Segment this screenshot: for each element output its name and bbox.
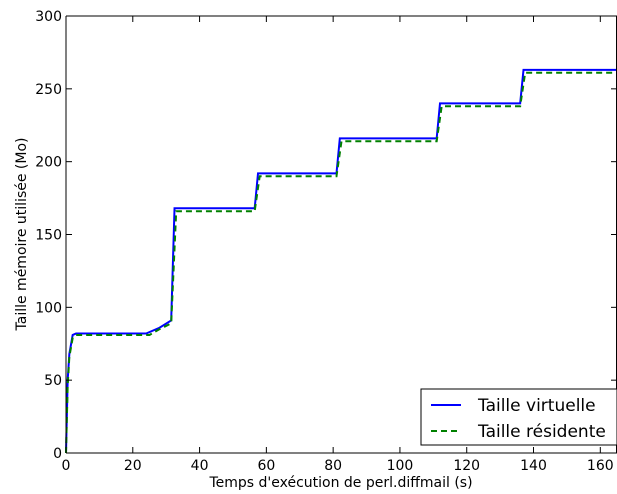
x-tick-label: 100 [387, 458, 414, 474]
y-tick-label: 200 [35, 155, 62, 171]
y-tick-label: 150 [35, 228, 62, 244]
y-tick-label: 0 [53, 446, 62, 462]
legend-label-virtuelle: Taille virtuelle [477, 396, 596, 416]
y-tick-label: 300 [35, 9, 62, 25]
series-line-1 [65, 71, 617, 454]
legend: Taille virtuelle Taille résidente [420, 388, 617, 446]
x-tick-label: 20 [124, 458, 142, 474]
legend-box [420, 388, 617, 446]
y-axis-label: Taille mémoire utilisée (Mo) [14, 138, 30, 332]
x-tick-label: 140 [520, 458, 547, 474]
x-tick-label: 40 [191, 458, 209, 474]
x-tick-label: 120 [453, 458, 480, 474]
plot-area [66, 16, 617, 453]
series-layer [65, 68, 617, 454]
ticks-layer: 0 20 40 60 80 100 120 140 160 0 50 100 150 200 250 300 [35, 9, 617, 474]
x-tick-label: 60 [257, 458, 275, 474]
y-tick-label: 100 [35, 300, 62, 316]
series-line-0 [65, 68, 617, 454]
x-tick-label: 80 [324, 458, 342, 474]
y-tick-label: 250 [35, 82, 62, 98]
legend-label-residente: Taille résidente [477, 422, 606, 442]
x-axis-label: Temps d'exécution de perl.diffmail (s) [208, 475, 472, 491]
y-tick-label: 50 [44, 373, 62, 389]
x-tick-label: 0 [62, 458, 71, 474]
x-tick-label: 160 [587, 458, 614, 474]
